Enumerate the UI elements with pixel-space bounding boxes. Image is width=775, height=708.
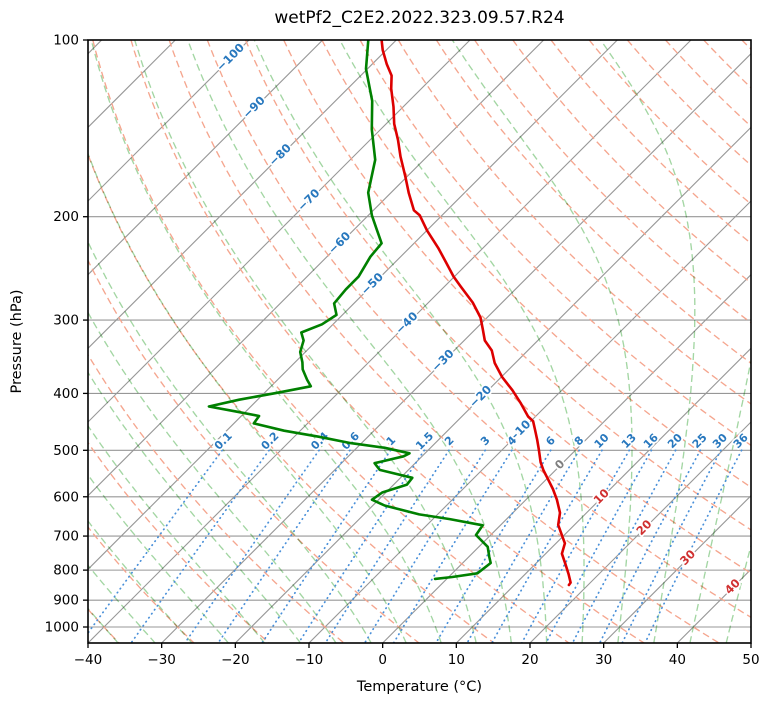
svg-text:30: 30 <box>677 547 698 568</box>
x-axis-label: Temperature (°C) <box>356 679 482 695</box>
y-tick-label: 300 <box>53 313 79 329</box>
svg-text:−40: −40 <box>392 309 420 337</box>
svg-text:40: 40 <box>722 576 743 597</box>
chart-title: wetPf2_C2E2.2022.323.09.57.R24 <box>274 8 564 28</box>
svg-text:13: 13 <box>619 431 639 451</box>
svg-text:16: 16 <box>641 431 661 451</box>
svg-text:1: 1 <box>384 434 399 449</box>
x-tick-label: −10 <box>295 652 324 668</box>
svg-text:25: 25 <box>690 431 710 451</box>
svg-text:−50: −50 <box>358 270 386 298</box>
svg-text:30: 30 <box>710 431 730 451</box>
svg-text:−70: −70 <box>294 186 322 214</box>
svg-text:−100: −100 <box>213 40 247 74</box>
svg-text:−80: −80 <box>266 141 294 169</box>
y-tick-label: 500 <box>53 443 79 459</box>
x-tick-label: 20 <box>521 652 538 668</box>
x-tick-label: −40 <box>74 652 103 668</box>
isotherms <box>88 40 751 643</box>
y-tick-label: 1000 <box>45 620 79 636</box>
x-tick-label: 50 <box>742 652 759 668</box>
y-tick-label: 900 <box>53 593 79 609</box>
svg-text:6: 6 <box>543 433 558 448</box>
temperature-profile-line <box>380 40 572 587</box>
svg-text:−60: −60 <box>325 229 353 257</box>
y-tick-label: 100 <box>53 33 79 49</box>
svg-text:−90: −90 <box>240 93 268 121</box>
plot-border <box>87 39 752 644</box>
svg-text:−30: −30 <box>429 346 457 374</box>
y-axis-label: Pressure (hPa) <box>9 289 25 393</box>
svg-text:10: 10 <box>591 486 612 507</box>
svg-text:0.2: 0.2 <box>259 430 282 453</box>
axes-frame: −40 −30 −20 −10 0 10 20 30 40 5010020030040050060… <box>45 33 760 669</box>
y-tick-label: 700 <box>53 529 79 545</box>
y-tick-label: 800 <box>53 563 79 579</box>
moist-adiabats <box>88 40 751 643</box>
x-tick-label: 30 <box>595 652 612 668</box>
svg-text:10: 10 <box>592 431 612 451</box>
dry-adiabats <box>88 40 751 643</box>
y-tick-label: 200 <box>53 209 79 225</box>
svg-text:1.5: 1.5 <box>413 430 436 453</box>
x-tick-label: −30 <box>147 652 176 668</box>
x-tick-label: 10 <box>448 652 465 668</box>
svg-text:20: 20 <box>665 431 685 451</box>
svg-text:20: 20 <box>633 517 654 538</box>
y-tick-label: 400 <box>53 386 79 402</box>
svg-text:3: 3 <box>478 434 493 449</box>
x-tick-label: 0 <box>378 652 387 668</box>
svg-text:2: 2 <box>442 434 457 449</box>
svg-text:0: 0 <box>552 457 568 473</box>
dewpoint-profile-line <box>207 40 492 581</box>
pressure-gridlines <box>88 40 751 628</box>
x-tick-label: −20 <box>221 652 250 668</box>
y-tick-label: 600 <box>53 489 79 505</box>
svg-text:8: 8 <box>572 434 587 449</box>
x-tick-label: 40 <box>669 652 686 668</box>
sounding-profiles <box>207 40 572 587</box>
mixing-ratio-lines <box>88 449 743 643</box>
svg-text:0.4: 0.4 <box>308 429 331 452</box>
svg-text:36: 36 <box>731 431 751 451</box>
svg-text:−20: −20 <box>466 382 494 410</box>
svg-text:0.1: 0.1 <box>212 430 235 453</box>
